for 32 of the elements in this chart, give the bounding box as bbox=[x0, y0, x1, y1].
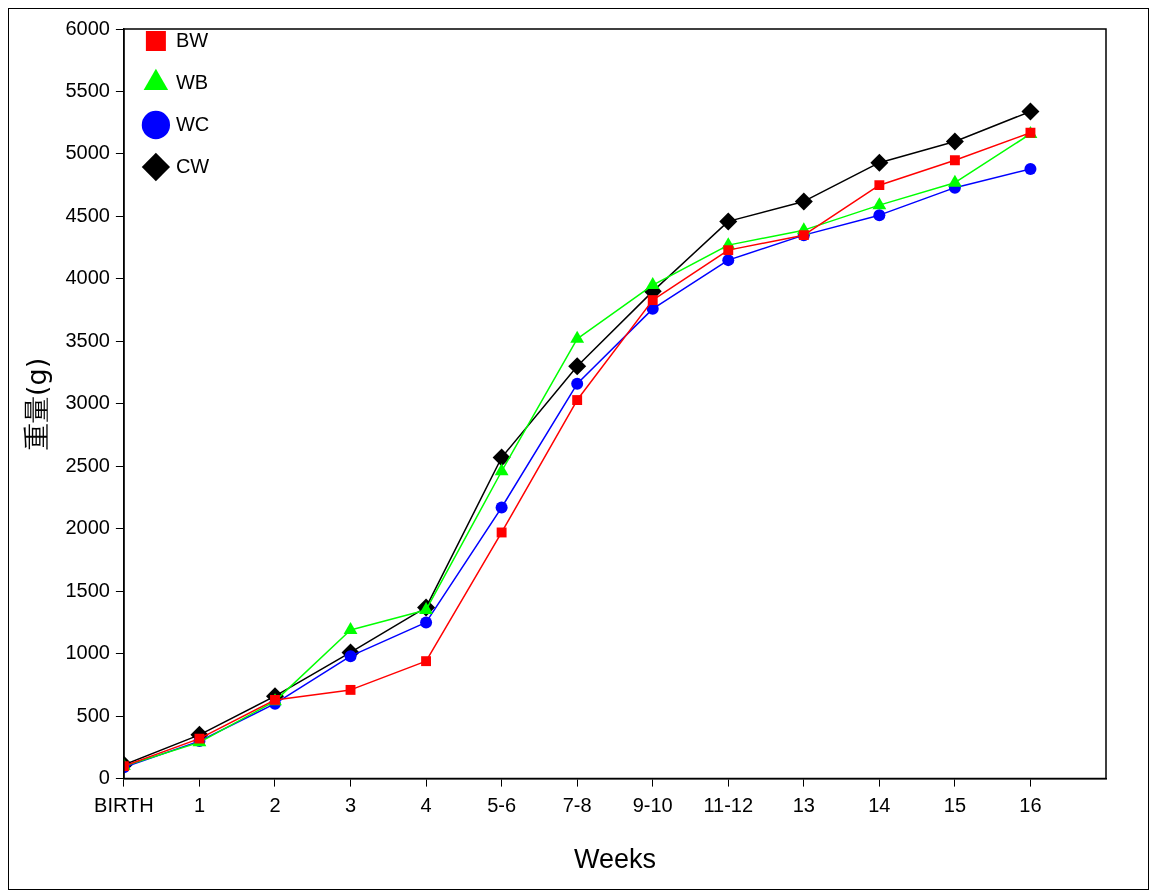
x-tick-label: 3 bbox=[344, 794, 357, 817]
y-tick-label: 1000 bbox=[65, 641, 110, 664]
x-tick-label: BIRTH bbox=[94, 794, 154, 817]
y-tick-label: 0 bbox=[98, 766, 110, 789]
y-tick-label: 2500 bbox=[65, 453, 110, 476]
x-tick-label: 1 bbox=[193, 794, 205, 817]
y-tick-label: 4000 bbox=[65, 266, 110, 289]
y-tick-label: 500 bbox=[76, 703, 110, 726]
y-tick-label: 4500 bbox=[65, 203, 110, 226]
legend-label: CW bbox=[175, 154, 210, 177]
y-tick-label: 3500 bbox=[65, 328, 110, 351]
x-tick-label: 13 bbox=[792, 794, 815, 817]
x-tick-label: 5-6 bbox=[487, 794, 517, 817]
x-tick-label: 15 bbox=[943, 794, 967, 817]
x-tick-label: 4 bbox=[420, 794, 432, 817]
y-tick-label: 6000 bbox=[65, 16, 110, 39]
x-tick-label: 11-12 bbox=[703, 794, 754, 817]
legend-label: BW bbox=[175, 28, 209, 51]
y-tick-label: 5000 bbox=[65, 141, 110, 164]
x-tick-label: 9-10 bbox=[632, 794, 673, 817]
y-tick-label: 3000 bbox=[65, 391, 110, 414]
legend-label: WB bbox=[175, 70, 209, 93]
x-tick-label: 2 bbox=[269, 794, 281, 817]
y-tick-label: 1500 bbox=[65, 578, 110, 601]
y-tick-label: 5500 bbox=[65, 78, 110, 101]
x-tick-label: 7-8 bbox=[562, 794, 592, 817]
x-axis-title: Weeks bbox=[573, 844, 656, 875]
y-tick-label: 2000 bbox=[65, 516, 110, 539]
legend-label: WC bbox=[175, 112, 210, 135]
x-tick-label: 14 bbox=[868, 794, 891, 817]
y-axis-title: 重量(g) bbox=[21, 357, 53, 450]
x-tick-label: 16 bbox=[1019, 794, 1042, 817]
